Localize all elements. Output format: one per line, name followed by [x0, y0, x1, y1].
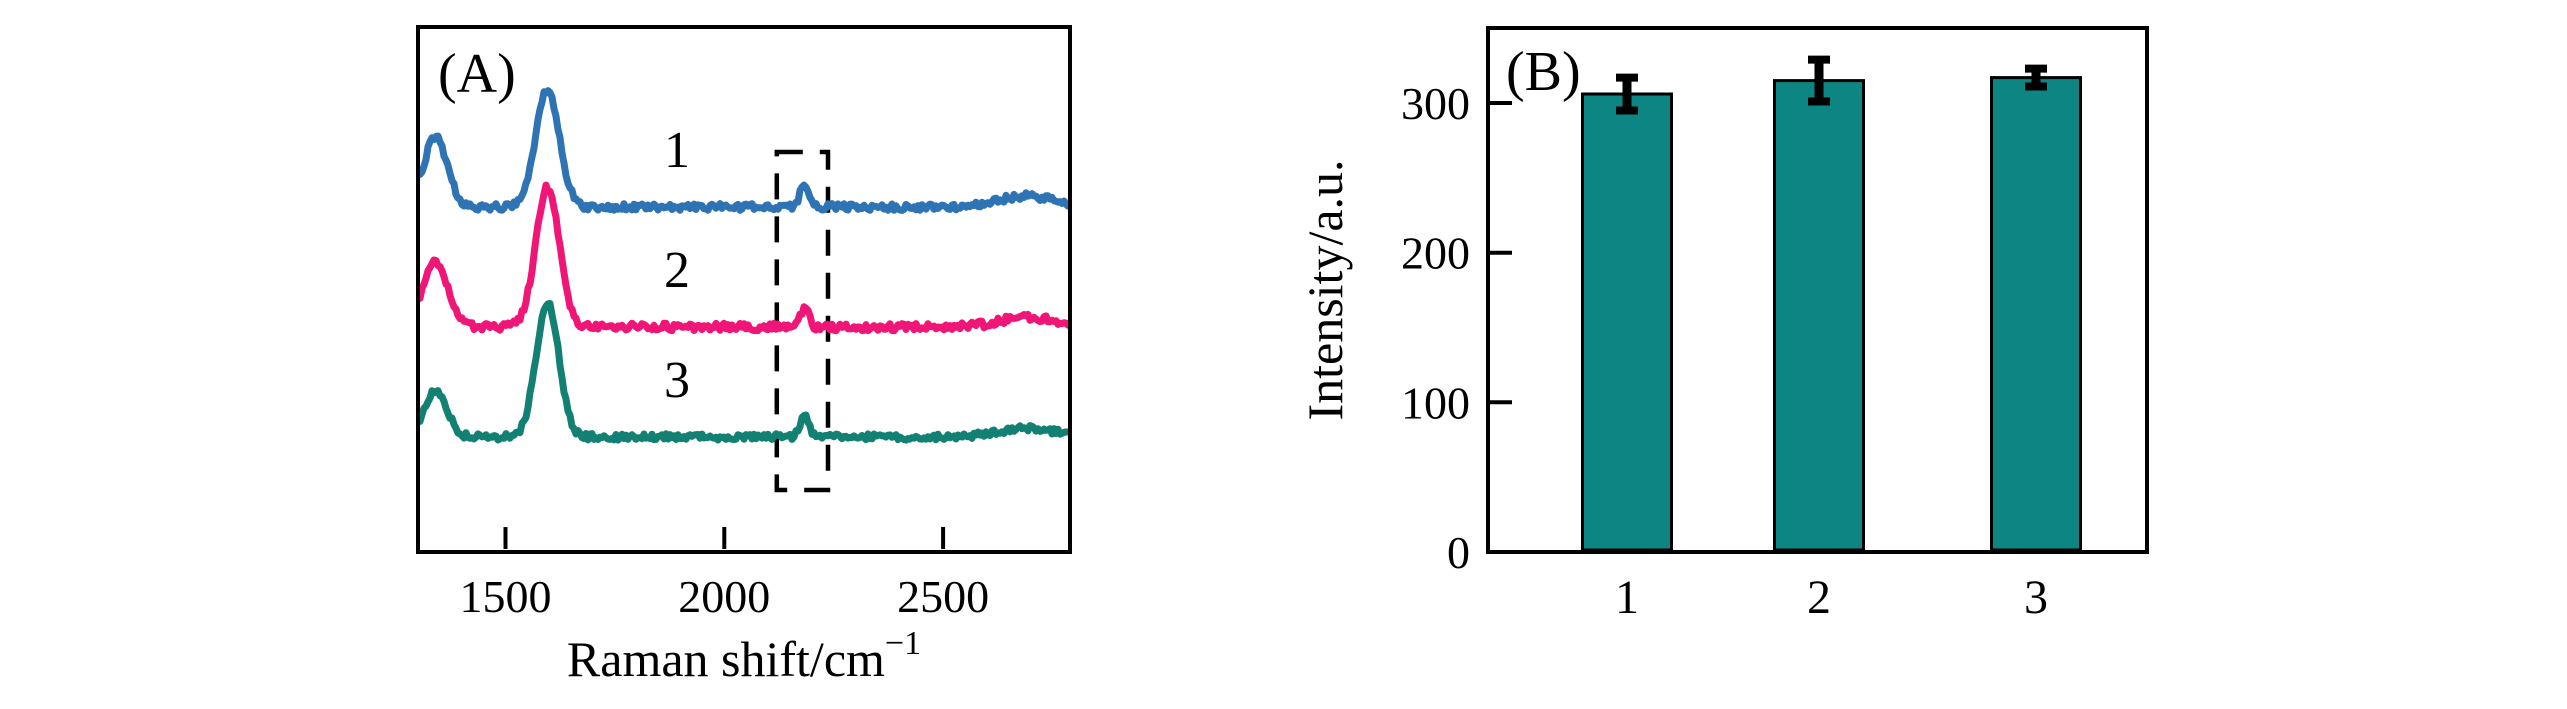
- x-tick-label: 2000: [678, 571, 770, 622]
- category-labels-b: 1 2 3: [1615, 571, 2048, 624]
- bar-1: [1581, 92, 1673, 552]
- category-label-1: 1: [1615, 571, 1639, 624]
- panel-b: (B) 0 100 200 300 1 2 3 Intensity/a.u.: [1297, 26, 2149, 624]
- x-axis-title-superscript: −1: [885, 625, 921, 662]
- curve-label-1: 1: [664, 122, 690, 179]
- x-axis-title-text: Raman shift/cm: [567, 631, 885, 687]
- spectrum-curve-2: [416, 181, 1072, 335]
- y-axis-title-b: Intensity/a.u.: [1297, 159, 1353, 420]
- spectrum-curve-3: [416, 300, 1072, 444]
- bars-layer: [1581, 55, 2082, 552]
- bar-3: [1990, 76, 2082, 552]
- x-axis-ticks-a: 1500 2000 2500: [460, 527, 989, 622]
- bar-2: [1773, 79, 1865, 552]
- x-tick-label: 1500: [460, 571, 552, 622]
- panel-a-label: (A): [438, 43, 516, 105]
- y-axis-ticks-b: 0 100 200 300: [1401, 78, 1512, 578]
- y-tick-label: 200: [1401, 228, 1470, 279]
- x-axis-title-a: Raman shift/cm−1: [567, 625, 921, 687]
- panel-a: 1 2 3 (A) 1500 2000 2500 Raman shift/cm−1: [416, 25, 1072, 687]
- y-tick-label: 300: [1401, 78, 1470, 129]
- curve-label-3: 3: [664, 352, 690, 409]
- spectrum-curve-1: [416, 87, 1072, 214]
- y-tick-label: 100: [1401, 377, 1470, 428]
- curve-label-2: 2: [664, 242, 690, 299]
- panel-a-frame: [416, 25, 1072, 554]
- spectra-curves-layer: 1 2 3: [416, 87, 1072, 444]
- category-label-3: 3: [2024, 571, 2048, 624]
- x-tick-label: 2500: [897, 571, 989, 622]
- panel-b-frame: [1486, 26, 2149, 554]
- panel-b-label: (B): [1506, 41, 1581, 103]
- category-label-2: 2: [1807, 571, 1831, 624]
- y-tick-label: 0: [1447, 527, 1470, 578]
